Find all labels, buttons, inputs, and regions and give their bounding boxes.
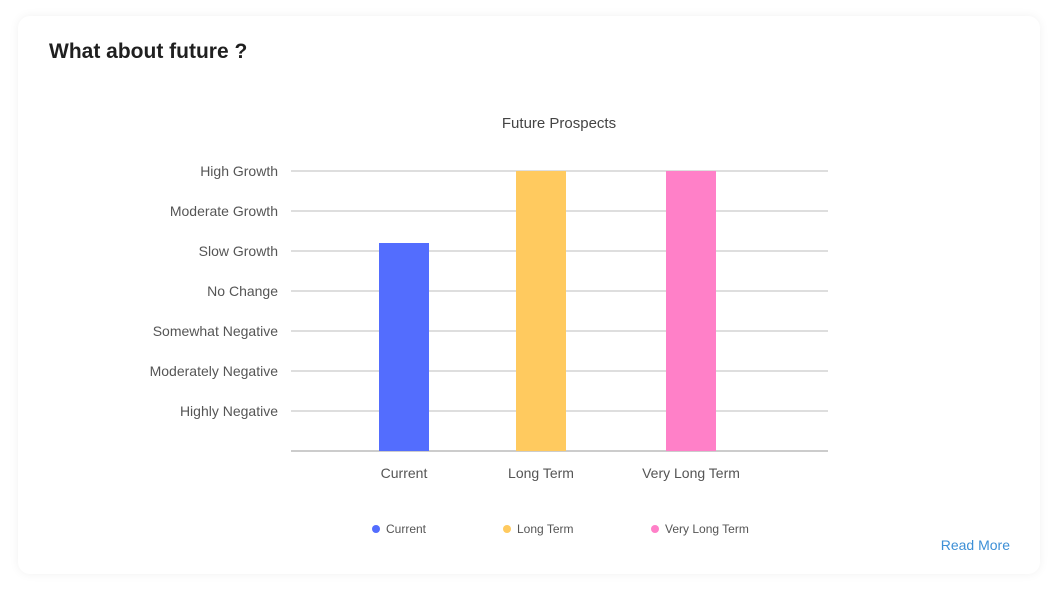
future-card: What about future ? Future Prospects Hig… (18, 16, 1040, 574)
chart-title: Future Prospects (502, 115, 616, 132)
card-title: What about future ? (49, 40, 248, 63)
legend-item[interactable]: Current (372, 522, 427, 536)
y-tick-label: Moderate Growth (170, 203, 278, 219)
y-tick-label: Slow Growth (199, 243, 278, 259)
x-tick-label: Current (381, 465, 428, 481)
legend-label: Very Long Term (665, 522, 749, 536)
y-axis-ticks: Highly Negative Moderately Negative Somewh… (150, 163, 279, 419)
y-tick-label: No Change (207, 283, 278, 299)
y-tick-label: Moderately Negative (150, 363, 279, 379)
x-axis-ticks: Current Long Term Very Long Term (381, 465, 740, 481)
legend-marker (651, 525, 659, 533)
bars (379, 171, 716, 451)
y-tick-label: Somewhat Negative (153, 323, 279, 339)
legend-label: Long Term (517, 522, 573, 536)
y-tick-label: High Growth (200, 163, 278, 179)
bar-long-term[interactable] (516, 171, 566, 451)
legend-item[interactable]: Long Term (503, 522, 573, 536)
x-tick-label: Long Term (508, 465, 574, 481)
bar-very-long-term[interactable] (666, 171, 716, 451)
y-tick-label: Highly Negative (180, 403, 278, 419)
legend: Current Long Term Very Long Term (372, 522, 749, 536)
legend-item[interactable]: Very Long Term (651, 522, 749, 536)
x-tick-label: Very Long Term (642, 465, 740, 481)
read-more-link[interactable]: Read More (940, 537, 1010, 553)
legend-label: Current (386, 522, 427, 536)
legend-marker (503, 525, 511, 533)
future-prospects-chart: Future Prospects Highly Negative Moderate… (150, 115, 828, 536)
bar-current[interactable] (379, 243, 429, 451)
legend-marker (372, 525, 380, 533)
